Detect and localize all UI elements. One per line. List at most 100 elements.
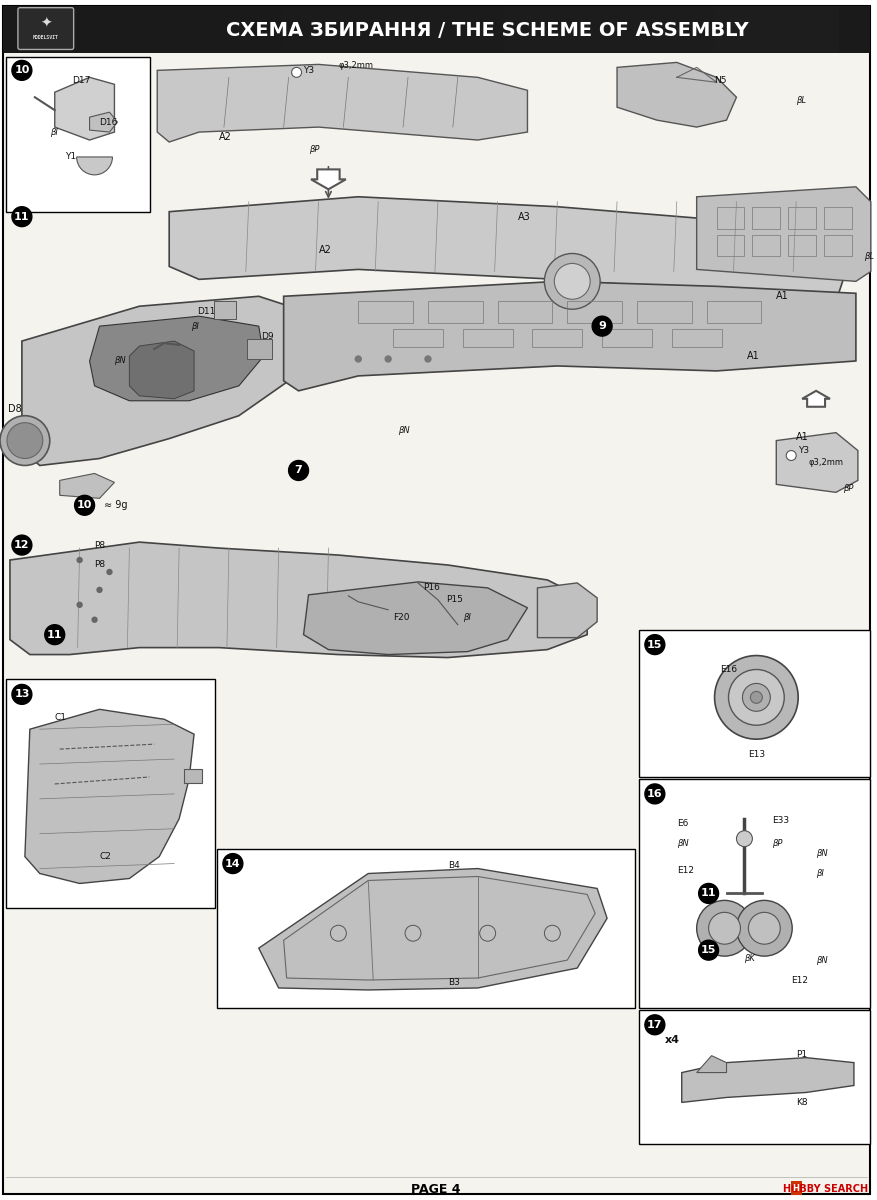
Circle shape	[385, 356, 391, 362]
Bar	[752, 206, 781, 229]
Polygon shape	[89, 112, 118, 132]
Text: E12: E12	[791, 976, 809, 984]
Bar	[282, 6, 296, 54]
Text: P15: P15	[446, 595, 463, 605]
Bar	[45, 6, 59, 54]
Circle shape	[289, 461, 309, 480]
Circle shape	[223, 853, 243, 874]
Bar	[59, 6, 73, 54]
Text: P16: P16	[423, 583, 440, 593]
Bar	[267, 6, 282, 54]
FancyBboxPatch shape	[18, 7, 74, 49]
Polygon shape	[696, 187, 871, 281]
Circle shape	[0, 415, 50, 466]
Text: 14: 14	[225, 858, 240, 869]
Text: N5: N5	[715, 76, 727, 85]
Bar	[214, 301, 236, 319]
Bar	[184, 769, 202, 782]
Text: x4: x4	[665, 1034, 680, 1045]
Text: 9: 9	[598, 322, 606, 331]
Text: СХЕМА ЗБИРАННЯ / THE SCHEME OF ASSEMBLY: СХЕМА ЗБИРАННЯ / THE SCHEME OF ASSEMBLY	[226, 22, 749, 40]
Text: βN: βN	[398, 426, 410, 436]
Text: βP: βP	[309, 145, 319, 155]
Text: D11: D11	[197, 307, 216, 316]
Bar	[560, 6, 574, 54]
Text: A1: A1	[746, 350, 759, 361]
Bar	[825, 6, 839, 54]
Bar	[532, 6, 546, 54]
Bar	[463, 6, 477, 54]
Bar	[741, 6, 755, 54]
Bar	[217, 848, 635, 1008]
Bar	[717, 206, 745, 229]
Bar	[752, 234, 781, 257]
Text: A2: A2	[219, 132, 232, 142]
Text: A2: A2	[318, 245, 332, 254]
Circle shape	[729, 670, 784, 725]
Bar	[296, 6, 310, 54]
Circle shape	[77, 558, 82, 563]
Bar	[616, 6, 630, 54]
Bar	[435, 6, 449, 54]
Bar	[393, 6, 407, 54]
Text: C1: C1	[54, 713, 67, 721]
Text: ✦: ✦	[40, 17, 52, 30]
Polygon shape	[130, 341, 194, 398]
Bar	[811, 6, 825, 54]
Bar	[639, 630, 870, 776]
Circle shape	[743, 684, 770, 712]
Bar	[630, 6, 644, 54]
Circle shape	[645, 635, 665, 654]
Text: βN: βN	[677, 839, 688, 848]
Bar	[504, 6, 518, 54]
Bar	[532, 329, 582, 347]
Bar	[212, 6, 226, 54]
Polygon shape	[157, 65, 527, 142]
Text: E16: E16	[721, 665, 738, 674]
Bar	[365, 6, 379, 54]
Text: D17: D17	[72, 76, 90, 85]
Bar	[755, 6, 769, 54]
Bar	[769, 6, 783, 54]
Bar	[824, 206, 852, 229]
Polygon shape	[259, 869, 607, 990]
Circle shape	[737, 830, 752, 847]
Circle shape	[107, 570, 112, 575]
Bar	[421, 6, 435, 54]
Bar	[788, 206, 816, 229]
Text: A3: A3	[517, 211, 531, 222]
Text: C2: C2	[99, 852, 111, 862]
Circle shape	[45, 625, 65, 644]
Polygon shape	[696, 1056, 726, 1073]
Text: HOBBY SEARCH: HOBBY SEARCH	[783, 1184, 868, 1194]
Polygon shape	[311, 169, 346, 190]
Text: 11: 11	[47, 630, 62, 640]
Bar	[142, 6, 156, 54]
Polygon shape	[538, 583, 597, 637]
Bar	[477, 6, 490, 54]
Text: H: H	[793, 1183, 800, 1193]
Text: D9: D9	[260, 331, 274, 341]
Bar	[128, 6, 142, 54]
Polygon shape	[303, 582, 527, 654]
Circle shape	[645, 784, 665, 804]
Bar	[546, 6, 560, 54]
Text: 10: 10	[77, 500, 92, 510]
Bar	[310, 6, 324, 54]
Circle shape	[592, 316, 612, 336]
Bar	[393, 329, 443, 347]
Circle shape	[554, 264, 590, 299]
Text: 15: 15	[701, 946, 717, 955]
Text: PAGE 4: PAGE 4	[411, 1182, 460, 1195]
Text: βN: βN	[816, 850, 828, 858]
Bar	[788, 234, 816, 257]
Text: βI: βI	[816, 869, 824, 878]
Bar	[352, 6, 365, 54]
Text: B4: B4	[448, 862, 460, 870]
Text: K8: K8	[796, 1098, 808, 1106]
Circle shape	[92, 617, 97, 623]
Bar	[639, 1010, 870, 1145]
Bar	[567, 301, 622, 323]
Circle shape	[709, 912, 740, 944]
Polygon shape	[54, 77, 115, 140]
